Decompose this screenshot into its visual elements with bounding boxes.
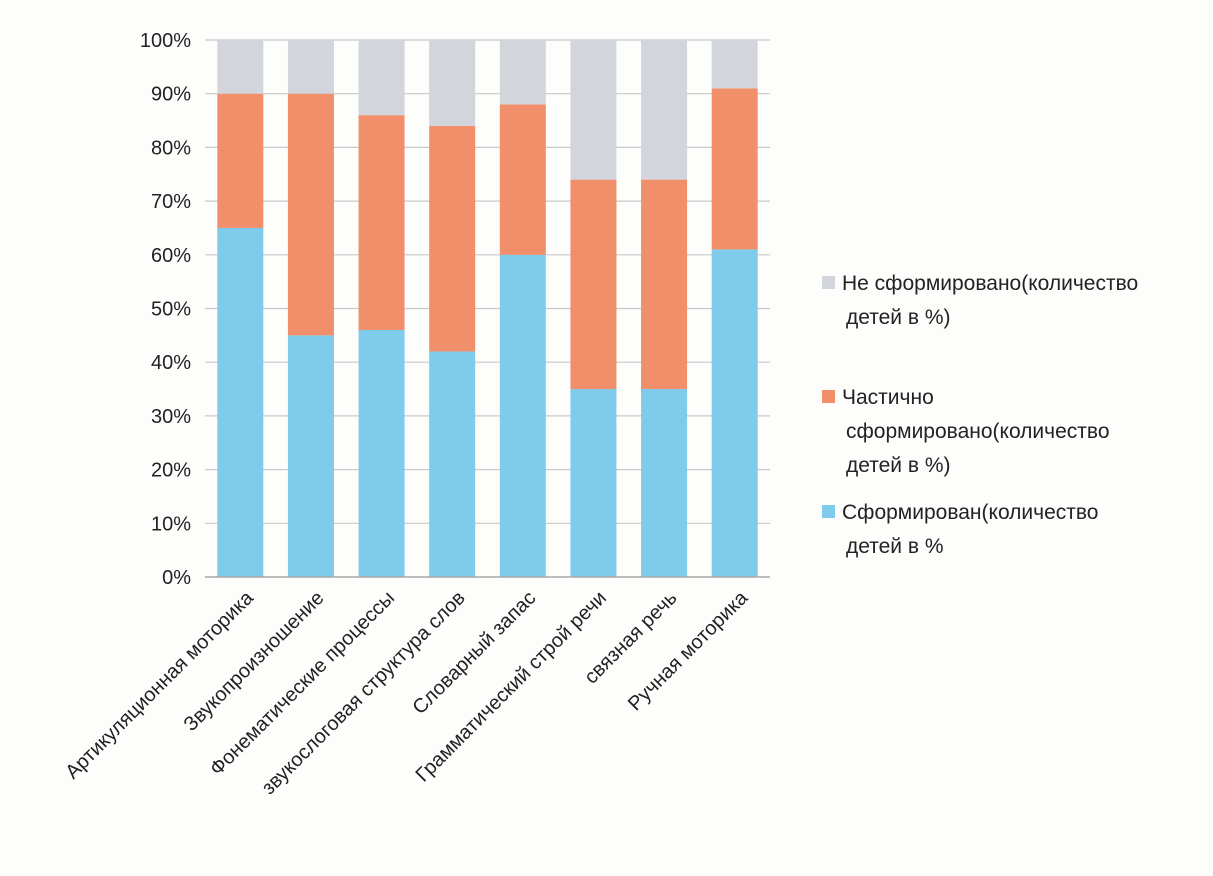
bar-segment-partially-formed <box>499 104 546 255</box>
bar-segment-not-formed <box>641 40 688 180</box>
legend-swatch <box>822 390 835 403</box>
bar-segment-partially-formed <box>217 93 264 228</box>
y-tick-label: 30% <box>151 406 191 428</box>
y-axis-tick-labels: 0% 10% 20% 30% 40% 50% 60% 70% 80% 90% 100% <box>140 30 191 589</box>
legend-item: Частично сформировано(количество детей в %… <box>822 386 1110 477</box>
y-tick-label: 90% <box>151 84 191 106</box>
bar-segment-formed <box>570 389 617 577</box>
bar-segment-not-formed <box>287 40 334 94</box>
bar-segment-partially-formed <box>287 93 334 336</box>
legend: Не сформировано(количество детей в %) Част… <box>822 272 1138 558</box>
y-tick-label: 70% <box>151 191 191 213</box>
bar-segment-not-formed <box>217 40 264 94</box>
legend-swatch <box>822 505 835 518</box>
bar-segment-formed <box>499 254 546 578</box>
bar-segment-partially-formed <box>358 115 405 330</box>
y-tick-label: 80% <box>151 137 191 159</box>
x-tick-label: Звукопроизношение <box>180 587 329 736</box>
legend-label: Частично сформировано(количество детей в %… <box>842 386 1110 477</box>
bar-segment-formed <box>711 249 758 577</box>
x-axis-tick-labels: Артикуляционная моторикаЗвукопроизношени… <box>61 586 752 799</box>
bar-segment-formed <box>358 329 405 577</box>
y-tick-label: 40% <box>151 352 191 374</box>
bar-segment-formed <box>217 227 264 577</box>
y-tick-label: 100% <box>140 30 191 52</box>
bar-segment-not-formed <box>429 40 476 126</box>
bar-segment-not-formed <box>711 40 758 89</box>
x-tick-label: Ручная моторика <box>624 586 753 715</box>
bars <box>217 40 758 578</box>
y-tick-label: 50% <box>151 299 191 321</box>
y-tick-label: 0% <box>162 567 191 589</box>
legend-item: Не сформировано(количество детей в %) <box>822 272 1138 329</box>
bar-segment-partially-formed <box>570 179 617 390</box>
x-tick-label: Словарный запас <box>408 587 540 719</box>
legend-swatch <box>822 276 835 289</box>
y-tick-label: 10% <box>151 513 191 535</box>
y-tick-label: 20% <box>151 460 191 482</box>
bar-segment-not-formed <box>358 40 405 116</box>
bar-segment-formed <box>641 389 688 577</box>
legend-label: Сформирован(количество детей в % <box>842 501 1098 558</box>
bar-segment-formed <box>287 335 334 577</box>
bar-segment-not-formed <box>499 40 546 105</box>
bar-segment-partially-formed <box>429 125 476 352</box>
bar-segment-partially-formed <box>641 179 688 390</box>
legend-item: Сформирован(количество детей в % <box>822 501 1098 558</box>
bar-segment-formed <box>429 351 476 577</box>
bar-segment-not-formed <box>570 40 617 180</box>
y-tick-label: 60% <box>151 245 191 267</box>
bar-segment-partially-formed <box>711 88 758 250</box>
legend-label: Не сформировано(количество детей в %) <box>842 272 1138 329</box>
